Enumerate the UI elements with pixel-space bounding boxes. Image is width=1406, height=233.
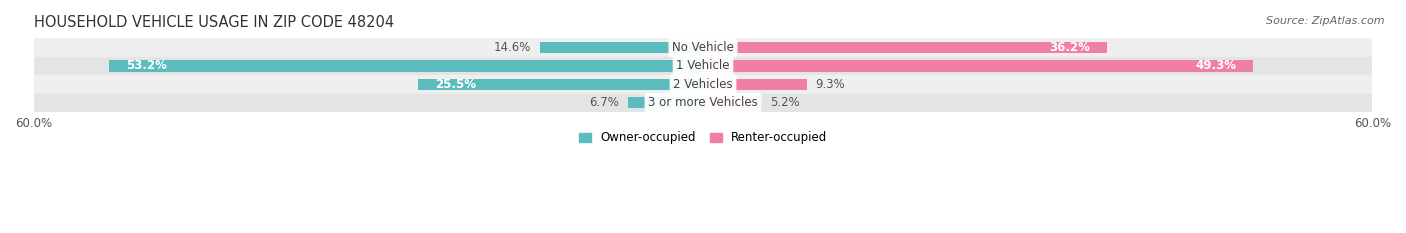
Bar — [703, 97, 761, 108]
Bar — [34, 57, 1372, 75]
Text: HOUSEHOLD VEHICLE USAGE IN ZIP CODE 48204: HOUSEHOLD VEHICLE USAGE IN ZIP CODE 4820… — [34, 15, 394, 30]
Text: 5.2%: 5.2% — [770, 96, 800, 109]
Bar — [419, 79, 703, 90]
Bar — [110, 60, 703, 72]
Text: 1 Vehicle: 1 Vehicle — [676, 59, 730, 72]
Bar — [703, 79, 807, 90]
Bar — [540, 42, 703, 53]
Text: 6.7%: 6.7% — [589, 96, 619, 109]
Text: 9.3%: 9.3% — [815, 78, 845, 91]
Text: 3 or more Vehicles: 3 or more Vehicles — [648, 96, 758, 109]
Bar — [628, 97, 703, 108]
Text: No Vehicle: No Vehicle — [672, 41, 734, 54]
Bar — [34, 38, 1372, 57]
Text: 36.2%: 36.2% — [1049, 41, 1090, 54]
Text: 25.5%: 25.5% — [436, 78, 477, 91]
Legend: Owner-occupied, Renter-occupied: Owner-occupied, Renter-occupied — [579, 131, 827, 144]
Bar — [34, 75, 1372, 93]
Bar — [703, 60, 1253, 72]
Bar — [703, 42, 1107, 53]
Text: Source: ZipAtlas.com: Source: ZipAtlas.com — [1267, 16, 1385, 26]
Text: 49.3%: 49.3% — [1195, 59, 1236, 72]
Text: 2 Vehicles: 2 Vehicles — [673, 78, 733, 91]
Bar — [34, 93, 1372, 112]
Text: 53.2%: 53.2% — [127, 59, 167, 72]
Text: 14.6%: 14.6% — [494, 41, 531, 54]
